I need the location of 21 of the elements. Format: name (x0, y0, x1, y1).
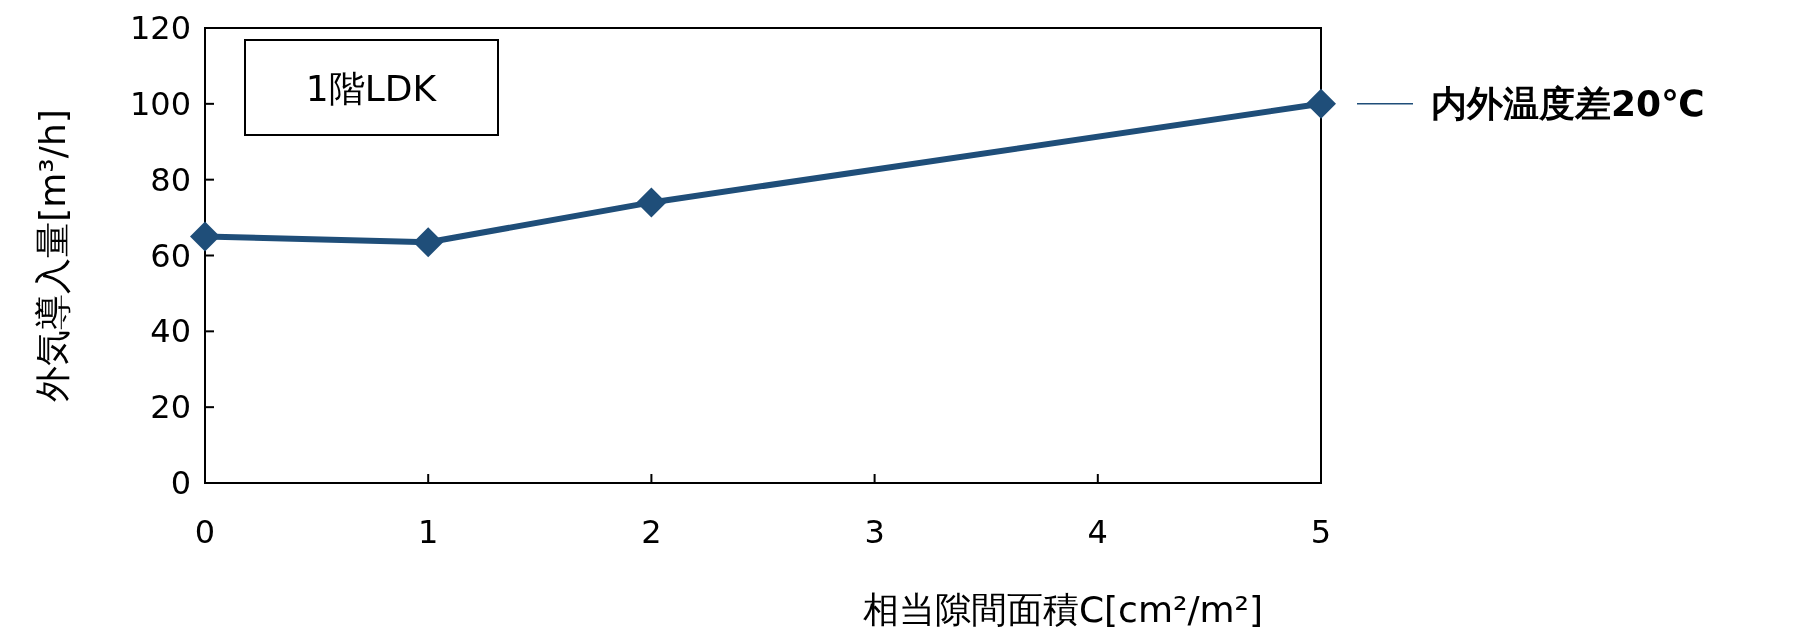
y-axis-title: 外気導入量[m³/h] (31, 109, 73, 402)
legend-label: 内外温度差20℃ (1431, 83, 1705, 125)
x-tick-label: 2 (641, 513, 662, 551)
point (636, 187, 667, 218)
x-tick-label: 0 (194, 513, 216, 551)
y-tick-label: 80 (150, 160, 191, 199)
x-tick-label: 5 (1310, 513, 1332, 551)
point (413, 227, 444, 258)
x-axis-title: 相当隙間面積C[cm²/m²] (862, 589, 1264, 630)
point (1306, 88, 1336, 119)
y-tick-label: 60 (150, 236, 191, 275)
y-tick-label: 20 (150, 388, 191, 427)
y-tick-label: 120 (129, 9, 191, 47)
y-tick-label: 100 (129, 84, 191, 123)
y-tick-label: 0 (170, 464, 191, 502)
x-tick-label: 1 (418, 513, 439, 551)
y-tick-label: 40 (150, 312, 191, 351)
point (190, 221, 220, 252)
x-tick-label: 4 (1087, 513, 1108, 551)
x-tick-label: 3 (864, 513, 885, 551)
text: 1階LDK (305, 67, 438, 109)
